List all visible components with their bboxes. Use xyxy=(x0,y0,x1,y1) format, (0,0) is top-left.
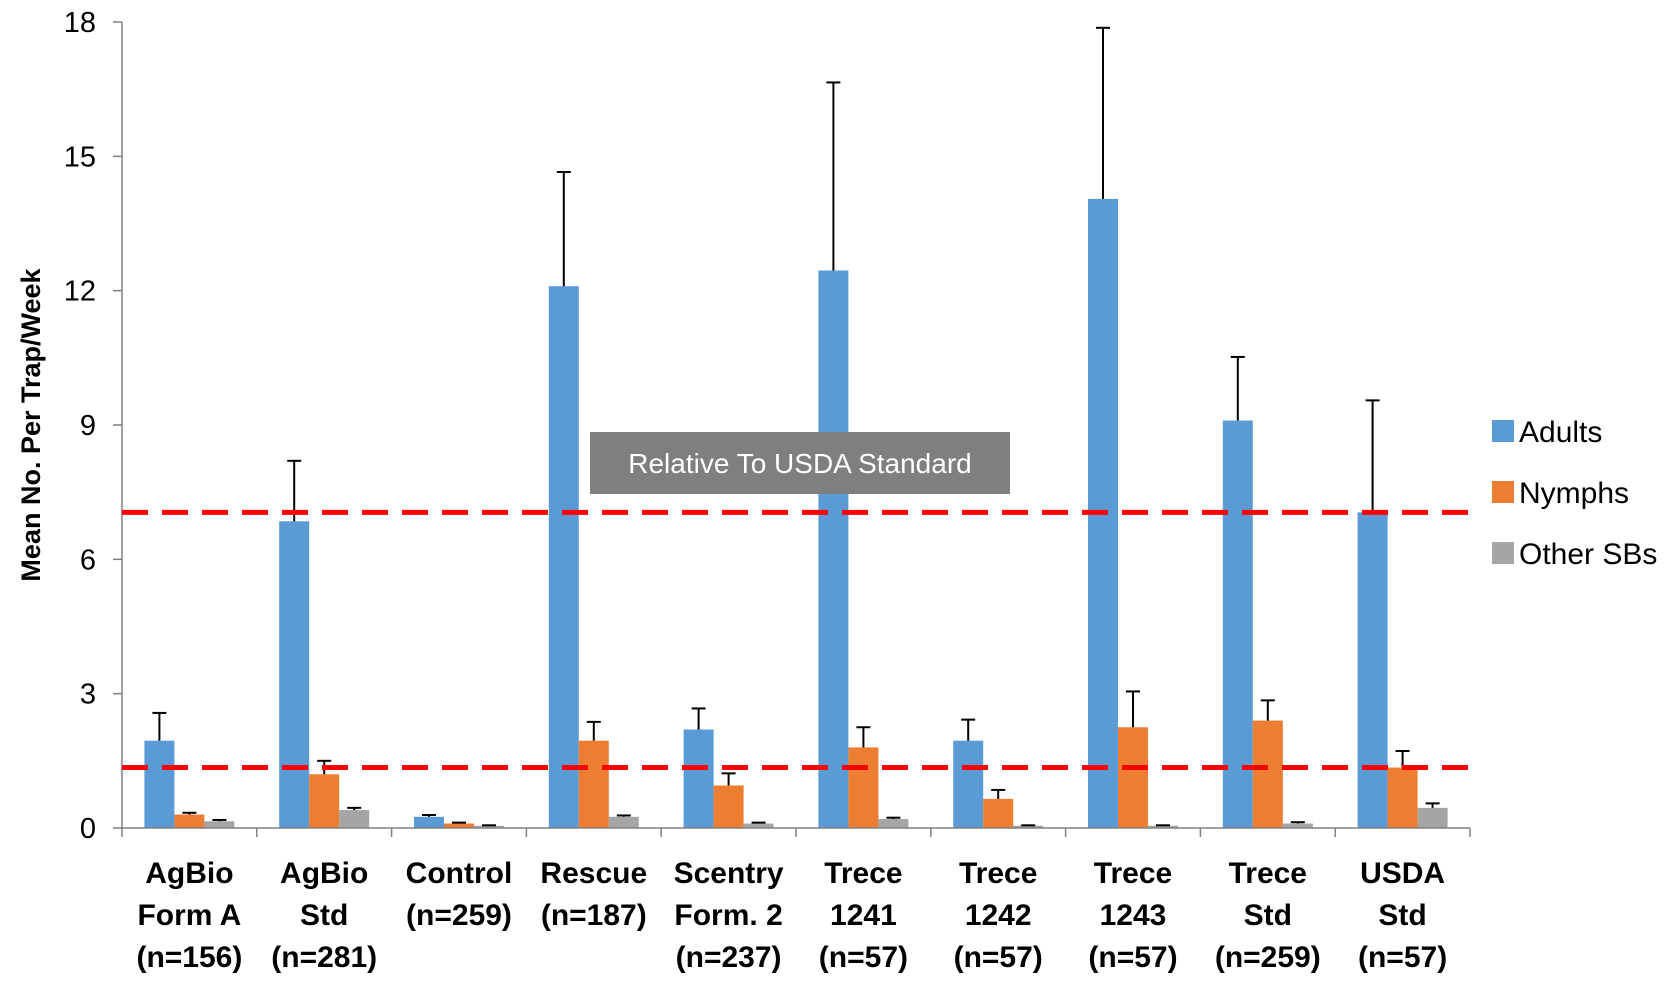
category-label: Std xyxy=(1378,899,1426,932)
category-label: AgBio xyxy=(145,857,233,890)
category-label: (n=57) xyxy=(954,941,1043,974)
bar-other-sbs xyxy=(1148,825,1178,828)
legend-swatch xyxy=(1492,420,1514,442)
legend-label: Nymphs xyxy=(1519,477,1629,510)
legend-label: Adults xyxy=(1519,416,1602,449)
bar-other-sbs xyxy=(339,810,370,828)
category-label: 1241 xyxy=(830,899,897,932)
category-labels: AgBio Form A (n=156) AgBio Std (n=281) Control… xyxy=(136,857,1447,974)
bar-adults xyxy=(1357,512,1388,828)
bar-nymphs xyxy=(174,814,205,828)
category-label: (n=57) xyxy=(1088,941,1177,974)
category-label: Trece xyxy=(824,857,902,890)
bar-other-sbs xyxy=(743,823,774,828)
bar-nymphs xyxy=(848,747,879,828)
y-axis-title: Mean No. Per Trap/Week xyxy=(16,267,46,581)
bar-nymphs xyxy=(1387,767,1418,828)
legend[interactable]: Adults Nymphs Other SBs xyxy=(1492,416,1657,571)
bar-nymphs xyxy=(578,740,609,828)
bar-other-sbs xyxy=(204,821,235,828)
bar-other-sbs xyxy=(1417,807,1448,828)
category-label: Trece xyxy=(1094,857,1172,890)
legend-swatch xyxy=(1492,481,1514,503)
category-label: Std xyxy=(300,899,348,932)
y-tick-label: 0 xyxy=(80,813,96,845)
y-tick-label: 12 xyxy=(64,276,96,308)
bar-nymphs xyxy=(1252,720,1283,828)
bar-adults xyxy=(1222,420,1253,828)
category-label: Control xyxy=(406,857,513,890)
bar-other-sbs xyxy=(1013,825,1044,828)
category-label: (n=57) xyxy=(1358,941,1447,974)
category-label: (n=237) xyxy=(676,941,782,974)
category-label: (n=281) xyxy=(271,941,377,974)
bar-other-sbs xyxy=(1282,823,1313,828)
category-label: USDA xyxy=(1360,857,1445,890)
annotation-box xyxy=(590,432,1010,494)
category-label: (n=57) xyxy=(819,941,908,974)
category-label: Trece xyxy=(959,857,1037,890)
bar-adults xyxy=(279,521,310,828)
y-tick-label: 3 xyxy=(80,679,96,711)
bar-other-sbs xyxy=(608,816,639,828)
bar-other-sbs xyxy=(878,819,909,828)
bar-nymphs xyxy=(1118,727,1148,828)
category-label: Form A xyxy=(137,899,241,932)
category-label: Trece xyxy=(1229,857,1307,890)
axes xyxy=(121,22,1471,837)
bars xyxy=(144,198,1448,829)
bar-adults xyxy=(414,816,444,828)
y-axis-ticks: 0 3 6 9 12 15 18 xyxy=(64,7,122,845)
annotation-text: Relative To USDA Standard xyxy=(628,448,971,479)
bar-adults xyxy=(144,740,175,828)
bar-adults xyxy=(548,286,579,828)
bar-other-sbs xyxy=(474,825,504,828)
category-label: Form. 2 xyxy=(674,899,782,932)
bar-nymphs xyxy=(713,785,744,828)
category-label: 1243 xyxy=(1100,899,1167,932)
bar-nymphs xyxy=(309,774,340,828)
y-tick-label: 9 xyxy=(80,410,96,442)
y-tick-label: 18 xyxy=(64,7,96,39)
legend-label: Other SBs xyxy=(1519,538,1657,571)
category-label: Std xyxy=(1244,899,1292,932)
category-label: Scentry xyxy=(674,857,784,890)
category-label: 1242 xyxy=(965,899,1032,932)
category-label: (n=187) xyxy=(541,899,647,932)
y-tick-label: 6 xyxy=(80,544,96,576)
category-label: (n=259) xyxy=(1215,941,1321,974)
category-label: Rescue xyxy=(540,857,647,890)
legend-swatch xyxy=(1492,542,1514,564)
reference-lines xyxy=(122,509,1470,771)
bar-adults xyxy=(953,740,984,828)
bar-nymphs xyxy=(444,823,474,828)
bar-nymphs xyxy=(983,798,1014,828)
category-label: AgBio xyxy=(280,857,368,890)
category-label: (n=156) xyxy=(136,941,242,974)
annotation: Relative To USDA Standard xyxy=(590,432,1010,494)
bar-adults xyxy=(683,729,714,828)
bar-adults xyxy=(818,270,849,828)
category-label: (n=259) xyxy=(406,899,512,932)
y-tick-label: 15 xyxy=(64,141,96,173)
